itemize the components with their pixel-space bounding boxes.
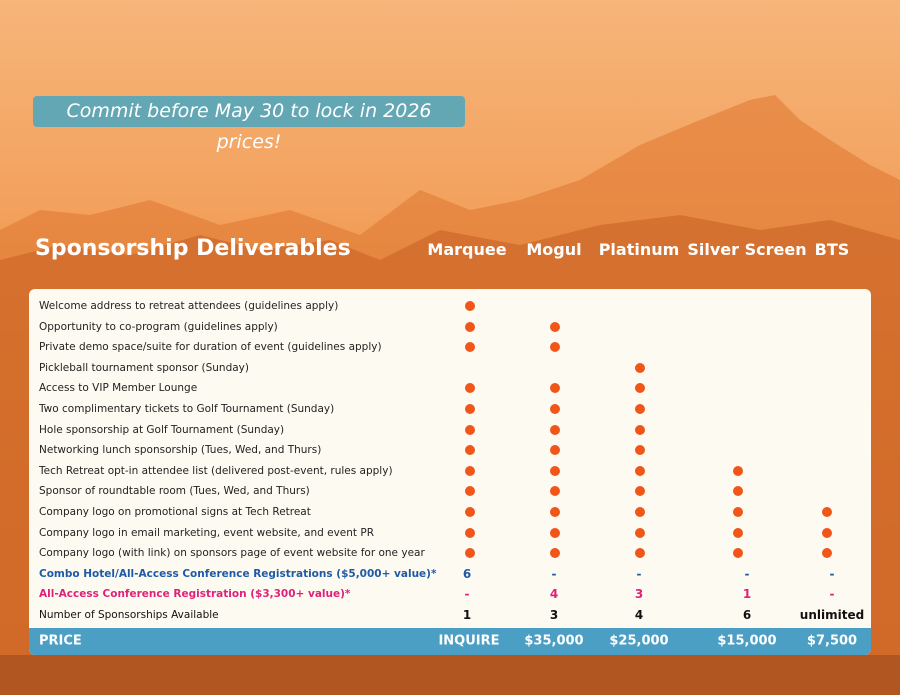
included-dot <box>550 507 560 517</box>
included-dot <box>550 383 560 394</box>
included-dot <box>635 362 645 373</box>
included-dot <box>550 486 560 497</box>
cell-value: 3 <box>634 587 644 602</box>
row-label: Welcome address to retreat attendees (gu… <box>39 300 339 312</box>
cell-value: - <box>636 566 642 581</box>
included-dot <box>733 486 743 497</box>
included-dot <box>635 486 645 497</box>
included-dot <box>465 383 475 394</box>
price-value: $25,000 <box>609 633 669 649</box>
included-dot <box>635 424 645 435</box>
cell-value: 4 <box>634 608 644 622</box>
table-title: Sponsorship Deliverables <box>35 236 351 261</box>
included-dot <box>822 548 832 559</box>
cell-value: 3 <box>549 608 559 622</box>
row-label: Hole sponsorship at Golf Tournament (Sun… <box>39 423 285 436</box>
price-value: $35,000 <box>524 633 584 649</box>
included-dot <box>635 445 645 456</box>
cell-value: - <box>829 587 835 602</box>
column-header: Platinum <box>598 240 680 259</box>
row-label: Tech Retreat opt-in attendee list (deliv… <box>39 464 393 477</box>
included-dot <box>635 383 645 394</box>
cell-value: 1 <box>742 587 752 602</box>
included-dot <box>635 507 645 517</box>
row-label: Company logo in email marketing, event w… <box>39 526 374 539</box>
row-label: Pickleball tournament sponsor (Sunday) <box>39 361 249 374</box>
cell-value: 6 <box>742 608 752 622</box>
row-label: Sponsor of roundtable room (Tues, Wed, a… <box>39 485 310 498</box>
included-dot <box>635 548 645 559</box>
included-dot <box>550 527 560 538</box>
included-dot <box>550 465 560 476</box>
row-label: All-Access Conference Registration ($3,3… <box>39 588 351 601</box>
included-dot <box>733 465 743 476</box>
included-dot <box>550 342 560 353</box>
price-value: INQUIRE <box>438 633 500 649</box>
included-dot <box>465 445 475 456</box>
included-dot <box>635 527 645 538</box>
included-dot <box>635 465 645 476</box>
column-header: Silver Screen <box>687 240 807 259</box>
included-dot <box>550 445 560 456</box>
included-dot <box>822 527 832 538</box>
included-dot <box>465 527 475 538</box>
included-dot <box>465 465 475 476</box>
cell-value: - <box>464 587 470 602</box>
cell-value: 1 <box>462 608 472 622</box>
included-dot <box>550 548 560 559</box>
included-dot <box>465 424 475 435</box>
included-dot <box>550 424 560 435</box>
row-label: Company logo (with link) on sponsors pag… <box>39 547 425 560</box>
cell-value: - <box>551 566 557 581</box>
included-dot <box>465 548 475 559</box>
column-header: BTS <box>814 240 850 259</box>
table-panel <box>29 289 871 655</box>
cell-value: 4 <box>549 587 559 602</box>
included-dot <box>465 321 475 332</box>
included-dot <box>465 486 475 497</box>
column-header: Marquee <box>427 240 507 259</box>
price-label: PRICE <box>39 633 82 649</box>
included-dot <box>635 404 645 414</box>
included-dot <box>465 342 475 353</box>
cell-value: unlimited <box>799 608 865 622</box>
included-dot <box>822 507 832 517</box>
included-dot <box>733 527 743 538</box>
row-label: Private demo space/suite for duration of… <box>39 341 382 354</box>
cell-value: - <box>829 566 835 581</box>
column-header: Mogul <box>526 240 582 259</box>
included-dot <box>465 301 475 311</box>
row-label: Networking lunch sponsorship (Tues, Wed,… <box>39 444 322 457</box>
price-value: $7,500 <box>806 633 858 649</box>
price-bar <box>29 628 871 655</box>
included-dot <box>733 507 743 517</box>
cell-value: 6 <box>462 566 472 581</box>
row-label: Combo Hotel/All-Access Conference Regist… <box>39 567 437 580</box>
row-label: Number of Sponsorships Available <box>39 609 219 621</box>
row-label: Access to VIP Member Lounge <box>39 382 198 395</box>
cell-value: - <box>744 566 750 581</box>
included-dot <box>550 321 560 332</box>
included-dot <box>465 404 475 414</box>
included-dot <box>733 548 743 559</box>
row-label: Two complimentary tickets to Golf Tourna… <box>39 403 335 415</box>
row-label: Company logo on promotional signs at Tec… <box>39 506 311 518</box>
included-dot <box>465 507 475 517</box>
promo-banner: Commit before May 30 to lock in 2026 pri… <box>33 96 465 153</box>
price-value: $15,000 <box>717 633 777 649</box>
included-dot <box>550 404 560 414</box>
row-label: Opportunity to co-program (guidelines ap… <box>39 320 278 333</box>
